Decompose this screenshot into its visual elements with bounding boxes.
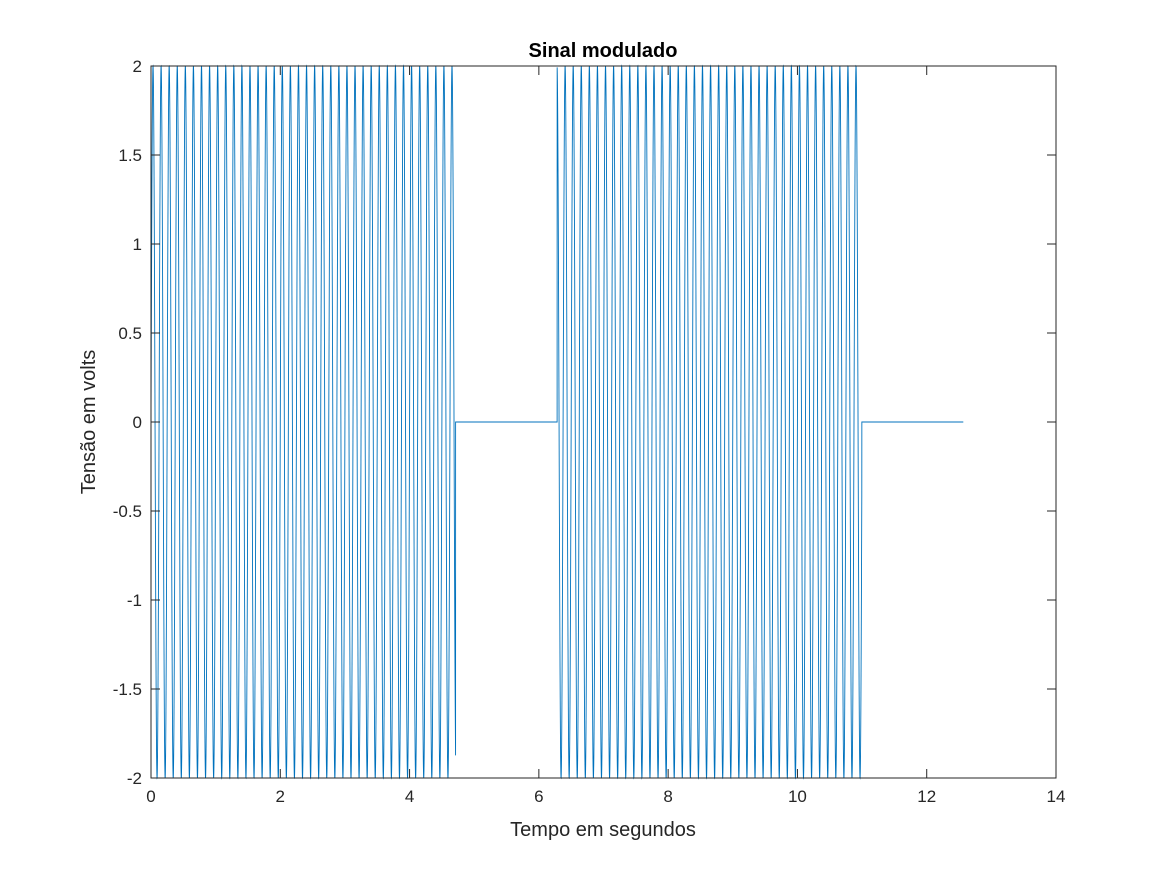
y-tick-label: 1 [133, 235, 142, 254]
chart-title: Sinal modulado [529, 40, 678, 62]
x-axis-title: Tempo em segundos [510, 819, 696, 841]
y-axis-title: Tensão em volts [78, 350, 100, 495]
x-tick-label: 12 [917, 787, 936, 806]
x-tick-label: 6 [534, 787, 543, 806]
y-tick-label: -1 [127, 591, 142, 610]
y-tick-label: -2 [127, 769, 142, 788]
x-tick-label: 0 [146, 787, 155, 806]
x-tick-label: 2 [276, 787, 285, 806]
y-tick-label: 2 [133, 57, 142, 76]
x-tick-label: 8 [663, 787, 672, 806]
y-tick-label: 0 [133, 413, 142, 432]
x-tick-label: 14 [1047, 787, 1066, 806]
x-tick-label: 10 [788, 787, 807, 806]
y-tick-label: -0.5 [113, 502, 142, 521]
x-tick-label: 4 [405, 787, 414, 806]
y-tick-label: 0.5 [118, 324, 142, 343]
y-tick-label: -1.5 [113, 680, 142, 699]
axes-layer: 0 2 4 6 8 10 12 14 -2 -1.5 -1 -0.5 0 0.5 1 1.5 2 [113, 57, 1066, 806]
y-tick-label: 1.5 [118, 146, 142, 165]
